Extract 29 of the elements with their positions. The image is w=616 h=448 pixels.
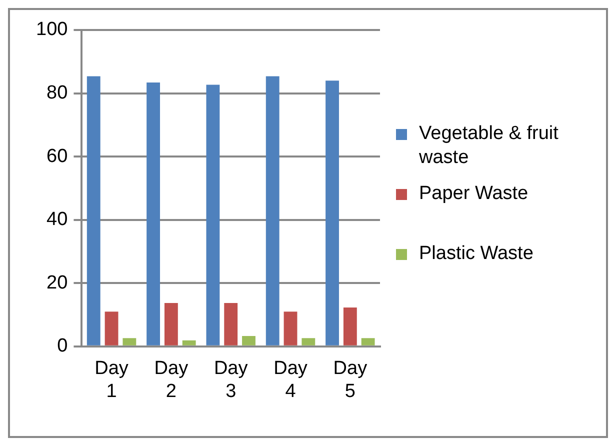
bar [302,338,316,346]
bar [164,303,178,346]
bar [326,80,339,346]
legend-label: Plastic Waste [419,242,534,266]
bar [206,84,220,346]
bar [182,340,196,346]
bar [86,76,100,346]
y-tick-label: 0 [57,336,68,357]
y-tick-label: 100 [36,19,68,40]
y-tick-label: 40 [46,209,68,230]
y-tick-label: 80 [46,82,68,104]
bar [146,82,160,346]
legend-label: Vegetable & fruit waste [419,122,560,170]
bar [122,338,136,346]
bar [361,338,375,346]
bar [284,312,298,346]
x-tick-label: Day 1 [94,358,129,402]
y-tick-label: 60 [46,146,68,167]
x-tick-label: Day 2 [154,358,189,402]
legend-label: Paper Waste [419,182,530,206]
x-tick-label: Day 3 [214,358,248,402]
bar [266,76,280,346]
x-tick-label: Day 4 [274,358,308,402]
x-tick-label: Day 5 [333,358,368,402]
bar [224,303,238,346]
bar [104,312,118,346]
bar [242,336,256,346]
y-tick-label: 20 [46,272,68,294]
bar [343,307,357,346]
